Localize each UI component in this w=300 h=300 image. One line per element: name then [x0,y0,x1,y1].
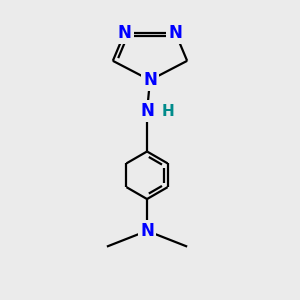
Text: N: N [168,24,182,42]
Text: N: N [143,71,157,89]
Text: N: N [140,222,154,240]
Text: N: N [118,24,132,42]
Text: N: N [140,102,154,120]
Text: H: H [161,104,174,119]
